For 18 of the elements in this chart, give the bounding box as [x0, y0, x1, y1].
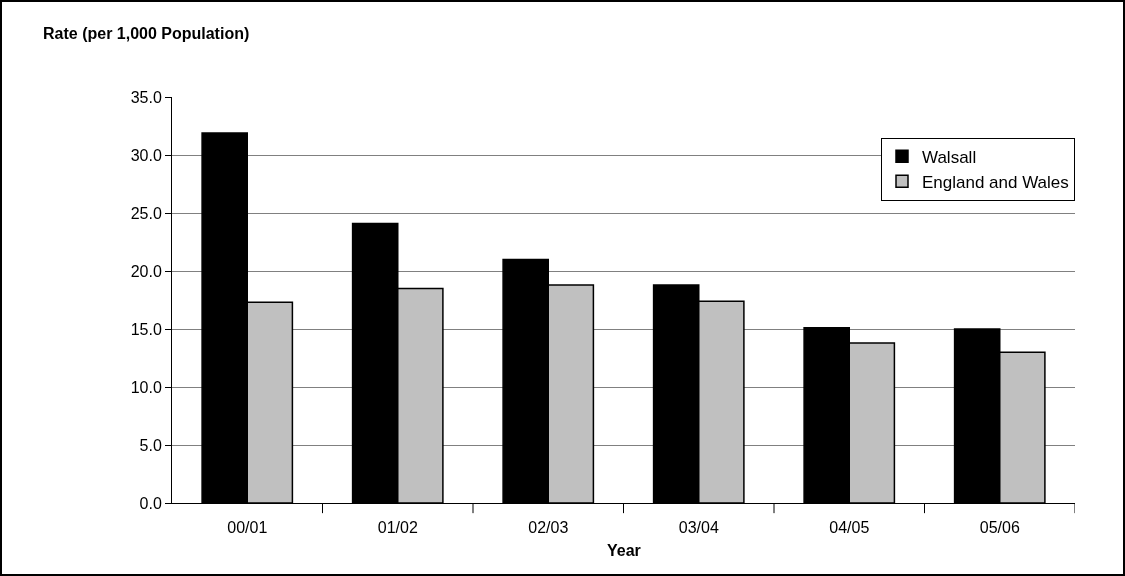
y-tick-label: 25.0 — [130, 204, 162, 222]
x-tick-label: 00/01 — [227, 519, 268, 537]
y-tick-label: 0.0 — [139, 494, 162, 512]
x-axis-title: Year — [607, 542, 641, 559]
x-tick-label: 01/02 — [377, 519, 418, 537]
legend-label: England and Wales — [922, 172, 1069, 192]
x-tick-label: 04/05 — [829, 519, 870, 537]
x-tick-label: 02/03 — [528, 519, 569, 537]
y-axis-title: Rate (per 1,000 Population) — [43, 25, 250, 42]
y-tick-label: 30.0 — [130, 146, 162, 164]
x-tick-label: 05/06 — [979, 519, 1020, 537]
y-tick-label: 35.0 — [130, 88, 162, 106]
y-tick-label: 15.0 — [130, 320, 162, 338]
y-tick-label: 10.0 — [130, 378, 162, 396]
y-tick-label: 20.0 — [130, 262, 162, 280]
x-tick-label: 03/04 — [678, 519, 719, 537]
y-tick-label: 5.0 — [139, 436, 162, 454]
legend-label: Walsall — [922, 147, 977, 167]
